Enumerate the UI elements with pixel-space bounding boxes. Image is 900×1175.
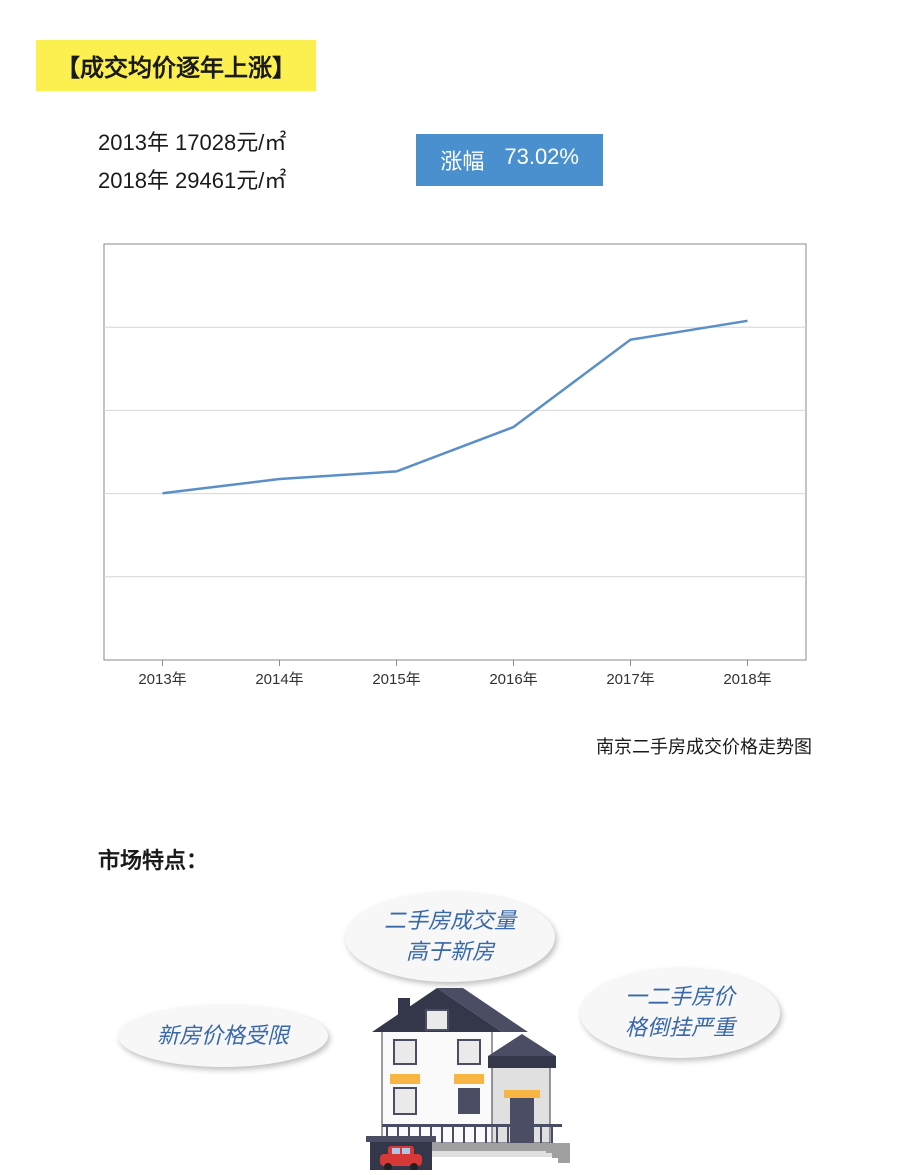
features-section: 二手房成交量高于新房 新房价格受限 一二手房价格倒挂严重 <box>0 880 900 1160</box>
price-line-2: 2018年 29461元/㎡ <box>98 163 286 195</box>
svg-text:2016年: 2016年 <box>489 671 537 688</box>
chart-caption: 南京二手房成交价格走势图 <box>596 733 812 759</box>
chart-svg: 2013年 2014年 2015年 2016年 2017年 2018年 <box>86 230 816 720</box>
bubble-left: 新房价格受限 <box>118 1005 328 1067</box>
subtitle: 市场特点： <box>98 843 208 875</box>
stats-row: 2013年 17028元/㎡ 2018年 29461元/㎡ 涨幅 73.02% <box>98 125 858 195</box>
increase-label: 涨幅 <box>440 144 484 176</box>
house-icon <box>330 970 570 1170</box>
price-chart: 2013年 2014年 2015年 2016年 2017年 2018年 <box>86 230 816 725</box>
svg-text:2014年: 2014年 <box>255 671 303 688</box>
svg-text:2013年: 2013年 <box>138 671 186 688</box>
increase-badge: 涨幅 73.02% <box>416 134 603 186</box>
bubble-right: 一二手房价格倒挂严重 <box>580 968 780 1058</box>
bubble-top: 二手房成交量高于新房 <box>345 892 555 982</box>
svg-text:2017年: 2017年 <box>606 671 654 688</box>
svg-text:2015年: 2015年 <box>372 671 420 688</box>
svg-text:2018年: 2018年 <box>723 671 771 688</box>
price-lines: 2013年 17028元/㎡ 2018年 29461元/㎡ <box>98 125 286 195</box>
title-banner: 【成交均价逐年上涨】 <box>36 40 316 91</box>
increase-value: 73.02% <box>504 144 579 176</box>
price-line-1: 2013年 17028元/㎡ <box>98 125 286 157</box>
house-illustration <box>330 970 570 1170</box>
